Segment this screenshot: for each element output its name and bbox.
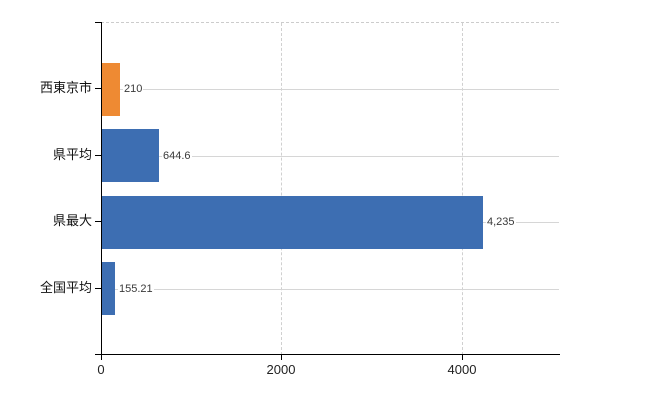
category-gridline	[101, 89, 559, 90]
x-axis-tick-2000	[281, 354, 282, 360]
value-label: 210	[123, 82, 144, 96]
bar-全国平均[interactable]	[101, 262, 115, 315]
category-label-3: 県最大	[52, 213, 92, 228]
category-label-1: 西東京市	[39, 80, 92, 95]
value-label: 4,235	[486, 215, 516, 229]
y-axis-top-tick	[95, 22, 101, 23]
category-label-2: 県平均	[52, 147, 92, 162]
x-axis-tick-label: 2000	[266, 362, 296, 377]
x-axis-tick-0	[101, 354, 102, 360]
y-axis-tick	[95, 155, 101, 156]
y-axis-line	[101, 22, 102, 360]
y-axis-tick	[95, 88, 101, 89]
x-axis-line	[95, 354, 560, 355]
category-gridline	[101, 156, 559, 157]
category-gridline	[101, 289, 559, 290]
bar-県平均[interactable]	[101, 129, 159, 182]
x-axis-tick-label: 4000	[447, 362, 477, 377]
x-axis-tick-label: 0	[97, 362, 105, 377]
value-label: 155.21	[118, 282, 154, 296]
bar-西東京市[interactable]	[101, 63, 120, 116]
x-gridline-2000	[281, 23, 282, 355]
x-gridline-4000	[462, 23, 463, 355]
bar-県最大[interactable]	[101, 196, 483, 249]
value-label: 644.6	[162, 149, 192, 163]
y-axis-tick	[95, 288, 101, 289]
x-axis-tick-4000	[462, 354, 463, 360]
y-axis-tick	[95, 221, 101, 222]
plot-area: 210 644.6 4,235 155.21	[101, 22, 559, 355]
category-label-4: 全国平均	[39, 280, 92, 295]
